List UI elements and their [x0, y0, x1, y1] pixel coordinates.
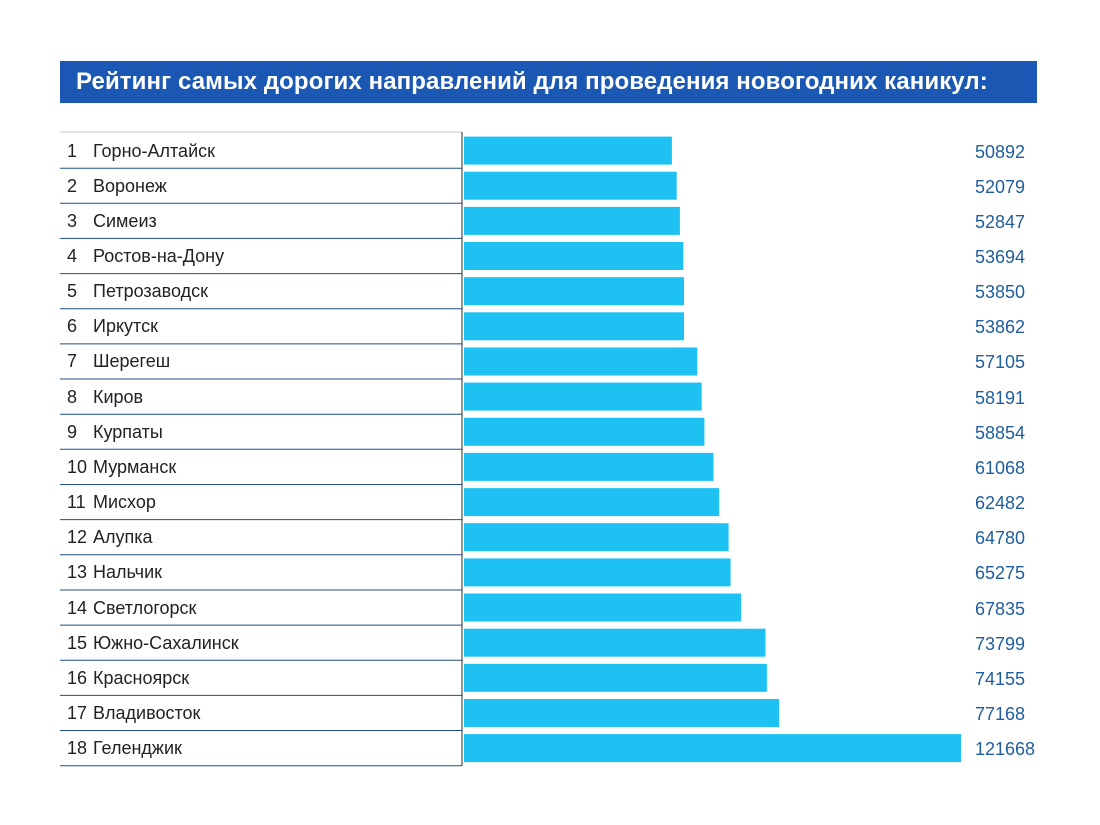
- data-label: 53862: [975, 317, 1026, 338]
- rank-number: 16: [67, 667, 88, 688]
- rank-number: 18: [67, 738, 88, 758]
- data-label: 74155: [975, 668, 1026, 689]
- rank-number: 2: [67, 175, 78, 196]
- bar: [464, 558, 731, 587]
- rank-number: 10: [67, 456, 88, 477]
- category-name: Южно-Сахалинск: [93, 632, 239, 653]
- rank-number: 9: [67, 421, 78, 442]
- category-name: Шерегеш: [93, 351, 171, 372]
- category-name: Светлогорск: [93, 597, 197, 618]
- category-label: 5 Петрозаводск: [60, 275, 462, 309]
- data-label: 58191: [975, 387, 1026, 408]
- rank-number: 7: [67, 351, 78, 372]
- data-label: 57105: [975, 352, 1026, 373]
- bar: [464, 242, 684, 270]
- category-label: 8 Киров: [60, 380, 462, 414]
- category-name: Симеиз: [93, 210, 157, 231]
- bar: [464, 382, 702, 411]
- data-label: 53850: [975, 282, 1026, 303]
- category-label: 10 Мурманск: [60, 450, 462, 484]
- category-name: Курпаты: [93, 421, 163, 442]
- category-name: Мисхор: [93, 492, 156, 512]
- category-label: 6 Иркутск: [60, 310, 462, 344]
- category-name: Ростов-на-Дону: [93, 245, 225, 266]
- bar: [464, 417, 705, 446]
- bar: [464, 206, 680, 235]
- bar: [464, 452, 714, 481]
- rank-number: 1: [67, 140, 78, 161]
- category-name: Красноярск: [93, 667, 190, 688]
- bar: [464, 277, 684, 306]
- rank-number: 15: [67, 632, 88, 653]
- data-label: 62482: [975, 493, 1026, 513]
- category-label: 16 Красноярск: [60, 661, 462, 695]
- bar: [464, 347, 698, 376]
- bar: [464, 523, 729, 552]
- category-name: Петрозаводск: [93, 281, 209, 302]
- rank-number: 4: [67, 245, 78, 266]
- data-label: 67835: [975, 598, 1026, 619]
- rank-number: 13: [67, 562, 88, 583]
- category-name: Нальчик: [93, 562, 162, 583]
- rank-number: 14: [67, 597, 88, 618]
- bar: [464, 312, 684, 341]
- rank-number: 11: [67, 492, 86, 512]
- bar: [464, 593, 742, 622]
- rank-number: 5: [67, 281, 78, 302]
- category-name: Киров: [93, 386, 144, 407]
- category-label: 1 Горно-Алтайск: [60, 134, 462, 168]
- data-label: 58854: [975, 422, 1026, 443]
- category-label: 3 Симеиз: [60, 204, 462, 238]
- category-name: Воронеж: [93, 175, 167, 196]
- data-label: 52079: [975, 176, 1026, 197]
- data-label: 64780: [975, 528, 1026, 549]
- category-name: Мурманск: [93, 456, 177, 477]
- rank-number: 12: [67, 527, 88, 548]
- category-label: 13 Нальчик: [60, 556, 462, 590]
- bar: [464, 171, 677, 200]
- bar: [464, 699, 780, 727]
- category-label: 4 Ростов-на-Дону: [60, 239, 462, 273]
- data-label: 52847: [975, 211, 1026, 232]
- category-name: Геленджик: [93, 738, 182, 758]
- category-name: Владивосток: [93, 702, 201, 723]
- category-label: 9 Курпаты: [60, 415, 462, 449]
- chart-title: Рейтинг самых дорогих направлений для пр…: [60, 61, 1037, 103]
- category-label: 11 Мисхор: [60, 486, 462, 520]
- category-name: Горно-Алтайск: [93, 140, 216, 161]
- category-name: Иркутск: [93, 316, 158, 337]
- rank-number: 3: [67, 210, 78, 231]
- data-label: 65275: [975, 563, 1026, 584]
- data-label: 73799: [975, 633, 1026, 654]
- bar: [464, 488, 720, 517]
- rank-number: 8: [67, 386, 78, 407]
- category-label: 15 Южно-Сахалинск: [60, 626, 462, 660]
- rank-number: 6: [67, 316, 78, 337]
- data-label: 50892: [975, 141, 1026, 162]
- category-label: 2 Воронеж: [60, 169, 462, 203]
- bar: [464, 663, 767, 692]
- category-label: 12 Алупка: [60, 521, 462, 555]
- category-label: 7 Шерегеш: [60, 345, 462, 379]
- bar: [464, 628, 766, 657]
- data-label: 53694: [975, 246, 1026, 267]
- category-name: Алупка: [93, 527, 153, 548]
- category-label: 18 Геленджик: [60, 732, 462, 766]
- bar: [464, 136, 672, 165]
- data-label: 61068: [975, 457, 1026, 478]
- rank-number: 17: [67, 702, 88, 723]
- data-label: 77168: [975, 703, 1026, 724]
- data-label: 121668: [975, 739, 1036, 759]
- bar: [464, 734, 961, 763]
- category-label: 17 Владивосток: [60, 696, 462, 730]
- category-label: 14 Светлогорск: [60, 591, 462, 625]
